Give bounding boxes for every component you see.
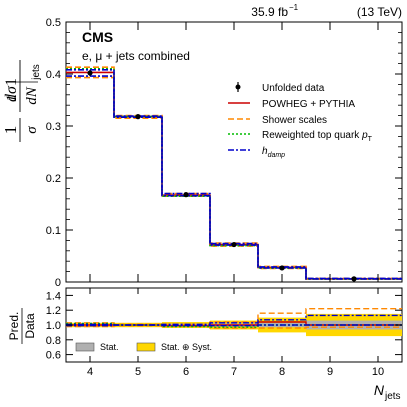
svg-text:jets: jets <box>384 391 401 402</box>
svg-text:1: 1 <box>1 126 20 135</box>
y-axis-label: 1 <box>4 95 20 103</box>
data-point <box>351 276 357 282</box>
data-point <box>231 241 237 248</box>
legend-reweighted: Reweighted top quark pT <box>228 130 373 143</box>
svg-text:σ: σ <box>24 126 40 134</box>
x-tick-label: 9 <box>327 366 333 378</box>
data-points <box>87 69 357 282</box>
svg-text:hdamp: hdamp <box>262 146 285 159</box>
x-tick-label: 6 <box>183 366 189 378</box>
ratio-y-tick-label: 1.0 <box>46 320 61 332</box>
x-axis-title: N jets <box>374 382 401 402</box>
x-tick-label: 4 <box>87 366 93 378</box>
svg-text:Data: Data <box>23 313 37 339</box>
svg-text:Pred.: Pred. <box>7 312 21 341</box>
data-point <box>183 192 189 198</box>
legend-shower: Shower scales <box>228 115 327 126</box>
series-hdamp <box>66 69 402 280</box>
experiment-label: CMS <box>82 29 113 45</box>
legend-powheg: POWHEG + PYTHIA <box>228 99 355 110</box>
y-axis-title: 1 <box>3 78 38 86</box>
x-axis-ticks: 4 5 6 7 8 9 10 <box>87 22 384 378</box>
main-series-lines <box>66 66 402 280</box>
ratio-y-tick-label: 0.6 <box>46 350 61 362</box>
svg-text:Stat. ⊕ Syst.: Stat. ⊕ Syst. <box>161 342 212 352</box>
y-tick-label: 0.3 <box>46 121 61 133</box>
x-tick-label: 10 <box>372 366 384 378</box>
svg-text:Shower scales: Shower scales <box>262 115 327 126</box>
x-tick-label: 7 <box>231 366 237 378</box>
ratio-axis-ticks: 0.6 0.8 1.0 1.2 1.4 <box>46 290 402 362</box>
legend: Unfolded data POWHEG + PYTHIA Shower sca… <box>228 82 373 159</box>
y-tick-label: 0.4 <box>46 69 61 81</box>
svg-text:POWHEG + PYTHIA: POWHEG + PYTHIA <box>262 99 355 110</box>
svg-text:jets: jets <box>31 64 42 81</box>
ratio-y-tick-label: 1.4 <box>46 290 61 302</box>
y-tick-label: 0 <box>55 277 61 289</box>
x-tick-label: 8 <box>279 366 285 378</box>
data-point <box>87 70 93 76</box>
y-tick-label: 0.1 <box>46 225 61 237</box>
svg-text:N: N <box>374 382 385 398</box>
legend-hdamp: hdamp <box>228 146 285 159</box>
svg-text:Reweighted top quark: Reweighted top quark pT <box>262 130 373 143</box>
lumi-label: 35.9 fb <box>251 5 288 19</box>
y-tick-label: 0.2 <box>46 173 61 185</box>
legend-data: Unfolded data <box>235 82 325 94</box>
data-point <box>135 114 141 120</box>
svg-text:Unfolded data: Unfolded data <box>262 83 325 94</box>
y-tick-label: 0.5 <box>46 17 61 29</box>
ratio-y-axis-label: Pred. Data <box>7 308 37 344</box>
x-tick-label: 5 <box>135 366 141 378</box>
data-point <box>279 265 285 271</box>
svg-text:Stat.: Stat. <box>100 342 119 352</box>
ratio-y-tick-label: 0.8 <box>46 335 61 347</box>
svg-text:dσ: dσ <box>3 85 20 102</box>
ratio-series-lines <box>66 308 402 329</box>
ratio-y-tick-label: 1.2 <box>46 305 61 317</box>
series-hdamp <box>66 75 402 280</box>
main-axis-ticks: 0 0.1 0.2 0.3 0.4 0.5 <box>46 17 402 289</box>
svg-text:1: 1 <box>4 95 20 103</box>
lumi-exponent: −1 <box>289 3 299 12</box>
ratio-series-hdamp <box>66 323 402 327</box>
y-axis-title-overlay: 1 σ dσ dN jets <box>1 60 42 142</box>
ratio-legend: Stat. Stat. ⊕ Syst. <box>75 342 212 352</box>
svg-text:dN: dN <box>24 86 40 105</box>
channel-label: e, μ + jets combined <box>82 49 190 63</box>
energy-label: (13 TeV) <box>357 5 402 19</box>
